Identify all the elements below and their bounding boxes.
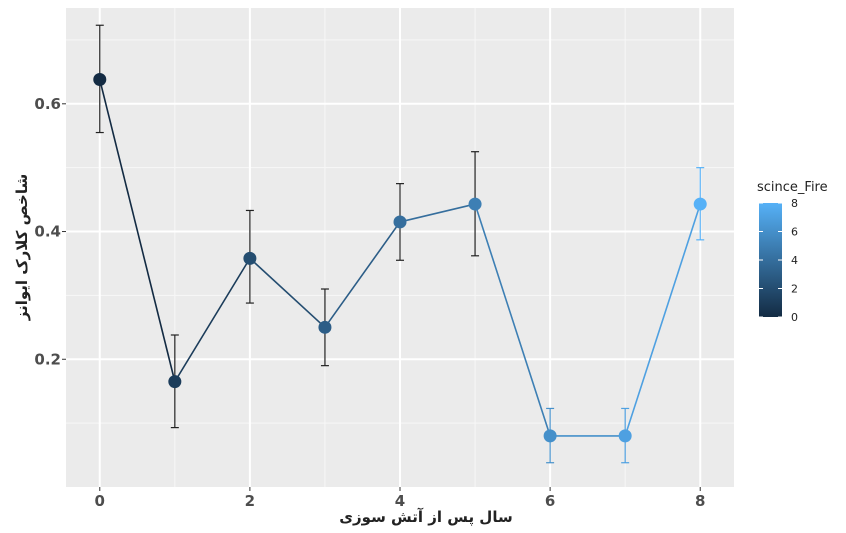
line-segment	[399, 203, 476, 223]
y-axis-ticks: 0.2 0.4 0.6	[34, 95, 66, 368]
legend-tick-label: 6	[791, 226, 798, 239]
x-tick-label: 6	[545, 492, 555, 510]
line-segment	[624, 203, 701, 437]
legend-tick-label: 4	[791, 254, 798, 267]
legend-title: scince_Fire	[757, 180, 828, 195]
line-segment	[474, 203, 551, 437]
legend-colorbar	[759, 203, 782, 317]
data-points	[93, 73, 707, 443]
legend-ticks: 0 2 4 6 8	[759, 197, 798, 324]
line-segment	[174, 257, 251, 383]
data-point	[393, 215, 407, 229]
data-point	[168, 375, 182, 389]
data-point	[693, 197, 707, 211]
color-legend: scince_Fire 0 2 4 6 8	[757, 180, 828, 324]
series-line	[98, 79, 701, 437]
y-tick-label: 0.4	[34, 223, 61, 241]
data-point	[468, 197, 482, 211]
x-tick-label: 8	[695, 492, 705, 510]
data-point	[318, 320, 332, 334]
y-tick-label: 0.2	[34, 350, 61, 368]
data-point	[243, 251, 257, 265]
data-point	[93, 73, 107, 87]
x-tick-label: 2	[245, 492, 255, 510]
y-tick-label: 0.6	[34, 95, 61, 113]
line-segment	[324, 221, 401, 328]
y-axis-title: شاخص کلارک ایوانز	[13, 174, 31, 322]
x-axis-ticks: 0 2 4 6 8	[95, 487, 705, 510]
legend-tick-label: 8	[791, 197, 798, 210]
line-segment	[249, 257, 326, 328]
x-tick-label: 4	[395, 492, 405, 510]
x-axis-title: سال پس از آتش سوزی	[339, 508, 512, 527]
data-point	[618, 429, 632, 443]
data-point	[543, 429, 557, 443]
legend-tick-label: 0	[791, 311, 798, 324]
line-segment	[98, 79, 176, 382]
x-tick-label: 0	[95, 492, 105, 510]
legend-tick-label: 2	[791, 283, 798, 296]
